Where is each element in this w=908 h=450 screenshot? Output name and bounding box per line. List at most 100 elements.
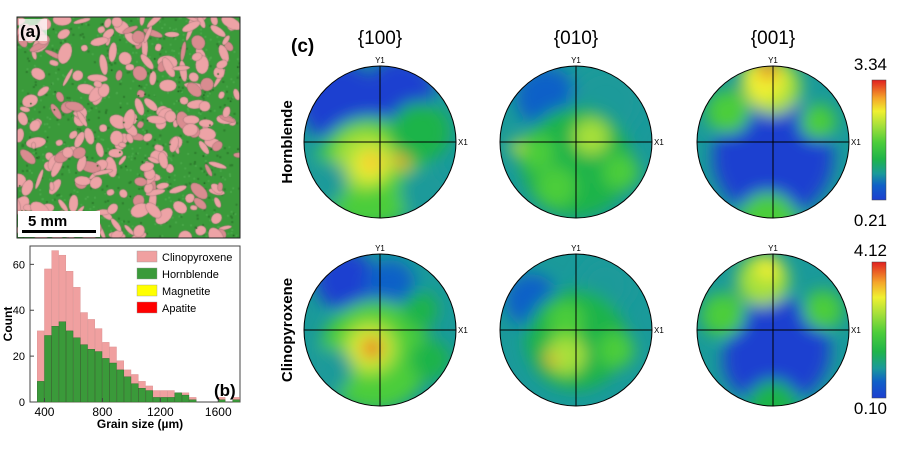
pole-label-x1: X1 (458, 326, 468, 335)
hornblende-bar (51, 326, 59, 403)
hornblende-bar (94, 351, 103, 403)
panel-c-label: (c) (291, 36, 314, 57)
hornblende-bar (102, 358, 110, 403)
legend-label: Clinopyroxene (162, 252, 232, 264)
pole-label-x1: X1 (458, 138, 468, 147)
pole-label-y1: Y1 (571, 244, 581, 253)
x-tick-label: 1200 (147, 405, 174, 419)
colorbar-hornblende (871, 79, 887, 201)
y-tick-label: 20 (13, 351, 25, 363)
legend-swatch (136, 250, 158, 263)
density-blob (738, 192, 798, 218)
density-blob (363, 339, 381, 357)
hornblende-bar (58, 321, 67, 403)
density-blob (723, 320, 803, 400)
density-blob (510, 141, 522, 153)
pole-label-y1: Y1 (571, 56, 581, 65)
hornblende-bar (73, 337, 81, 403)
density-blob (573, 119, 609, 155)
x-tick-label: 1600 (205, 405, 232, 419)
density-blob (390, 102, 450, 162)
phase-map (17, 17, 240, 238)
pole-label-x1: X1 (654, 138, 664, 147)
legend-label: Magnetite (162, 286, 210, 298)
hornblende-bar (145, 390, 153, 403)
density-blob (706, 90, 750, 134)
density-blob (536, 167, 576, 207)
density-blob (760, 66, 776, 78)
colorbar-clinopyroxene-max: 4.12 (854, 241, 887, 260)
pole-label-x1: X1 (654, 326, 664, 335)
phase-map-frame (16, 16, 241, 239)
pole-blobs (701, 254, 843, 406)
col-title-100: {100} (358, 28, 402, 49)
density-blob (365, 155, 379, 169)
col-title-010: {010} (554, 28, 598, 49)
pole-density (304, 254, 456, 406)
pole-label-x1: X1 (851, 326, 861, 335)
legend-swatch (136, 267, 158, 280)
density-blob (741, 66, 785, 102)
colorbar-clinopyroxene (871, 261, 887, 399)
pole-label-y1: Y1 (768, 244, 778, 253)
pole-figure: Y1 X1 (499, 56, 664, 219)
pole-label-y1: Y1 (375, 244, 385, 253)
col-title-001: {001} (751, 28, 795, 49)
row-title-hornblende: Hornblende (279, 100, 296, 183)
density-blob (598, 332, 634, 368)
pole-label-x1: X1 (851, 138, 861, 147)
pole-figure: Y1 X1 (303, 56, 468, 219)
legend-swatch (136, 301, 158, 314)
density-blob (756, 256, 780, 280)
pole-figure: Y1 X1 (696, 244, 861, 407)
density-blob (803, 290, 843, 330)
pole-label-y1: Y1 (375, 56, 385, 65)
density-blob (304, 160, 347, 204)
density-blob (410, 340, 450, 380)
x-tick-label: 800 (92, 405, 112, 419)
density-blob (723, 132, 803, 212)
density-blob (365, 260, 415, 310)
y-axis-label: Count (1, 307, 15, 342)
hornblende-bar (109, 362, 117, 403)
density-blob (800, 104, 836, 140)
legend-label: Hornblende (162, 269, 219, 281)
pole-density (697, 66, 849, 218)
y-tick-label: 40 (13, 305, 25, 317)
hornblende-bar (44, 335, 52, 403)
pole-figure: Y1 X1 (499, 244, 664, 407)
density-blob (548, 302, 584, 338)
hornblende-bar (218, 399, 226, 403)
hornblende-bar (232, 399, 240, 403)
x-tick-label: 400 (34, 405, 54, 419)
hornblende-bar (160, 397, 168, 403)
colorbar-clinopyroxene-min: 0.10 (854, 399, 887, 418)
hornblende-bar (167, 397, 175, 403)
hornblende-bar (152, 397, 161, 403)
panel-a-label: (a) (20, 22, 41, 41)
scale-bar-label: 5 mm (28, 213, 67, 230)
pole-label-y1: Y1 (768, 56, 778, 65)
hornblende-bar (123, 376, 132, 403)
colorbar-hornblende-min: 0.21 (854, 211, 887, 230)
pole-figure: Y1 X1 (303, 244, 468, 407)
density-blob (603, 154, 639, 190)
hornblende-bar (37, 381, 45, 403)
hornblende-bar (66, 330, 74, 403)
density-blob (518, 134, 554, 170)
x-axis-label: Grain size (µm) (97, 417, 183, 431)
legend-label: Apatite (162, 303, 196, 315)
hornblende-bar (80, 344, 88, 403)
legend-swatch (136, 284, 158, 297)
hornblende-bar (87, 349, 95, 403)
row-title-clinopyroxene: Clinopyroxene (279, 278, 296, 382)
hornblende-bar (131, 383, 139, 403)
hornblende-bar (189, 399, 197, 403)
density-blob (402, 292, 438, 328)
hornblende-bar (174, 392, 182, 403)
pole-figures: Y1 X1 Y1 X1 Y1 X1 Y1 X1 Y1 X1 Y1 X1 (303, 56, 861, 407)
pole-figure: Y1 X1 (696, 56, 861, 219)
hornblende-bar (181, 394, 190, 403)
density-blob (400, 167, 450, 217)
